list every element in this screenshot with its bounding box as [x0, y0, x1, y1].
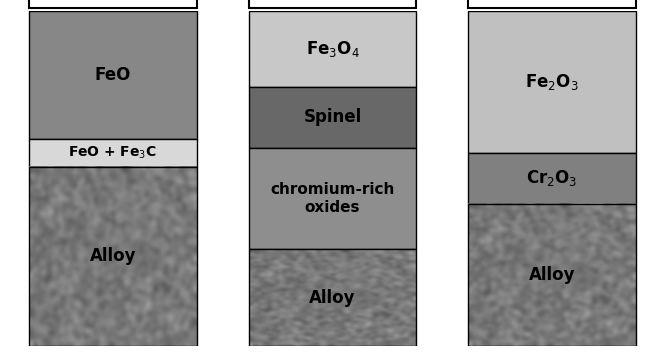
- Text: Fe$_2$O$_3$: Fe$_2$O$_3$: [525, 72, 579, 92]
- Text: Alloy: Alloy: [309, 289, 356, 307]
- Text: Cr$_2$O$_3$: Cr$_2$O$_3$: [527, 168, 578, 188]
- Bar: [249, 11, 416, 87]
- Bar: [29, 139, 197, 167]
- Bar: [468, 204, 636, 346]
- Bar: [249, 250, 416, 346]
- FancyBboxPatch shape: [29, 0, 197, 7]
- Text: Spinel: Spinel: [303, 108, 362, 126]
- Bar: [29, 11, 197, 139]
- Text: Fe$_3$O$_4$: Fe$_3$O$_4$: [306, 39, 359, 59]
- Bar: [249, 87, 416, 148]
- Text: Alloy: Alloy: [90, 247, 136, 265]
- Text: Alloy: Alloy: [529, 266, 575, 284]
- FancyBboxPatch shape: [249, 0, 416, 7]
- Bar: [29, 167, 197, 346]
- Bar: [249, 148, 416, 250]
- Bar: [468, 11, 636, 153]
- Text: chromium-rich
oxides: chromium-rich oxides: [270, 183, 395, 215]
- FancyBboxPatch shape: [468, 0, 636, 7]
- Text: FeO + Fe$_3$C: FeO + Fe$_3$C: [68, 144, 158, 161]
- Text: FeO: FeO: [95, 66, 131, 84]
- Bar: [468, 153, 636, 204]
